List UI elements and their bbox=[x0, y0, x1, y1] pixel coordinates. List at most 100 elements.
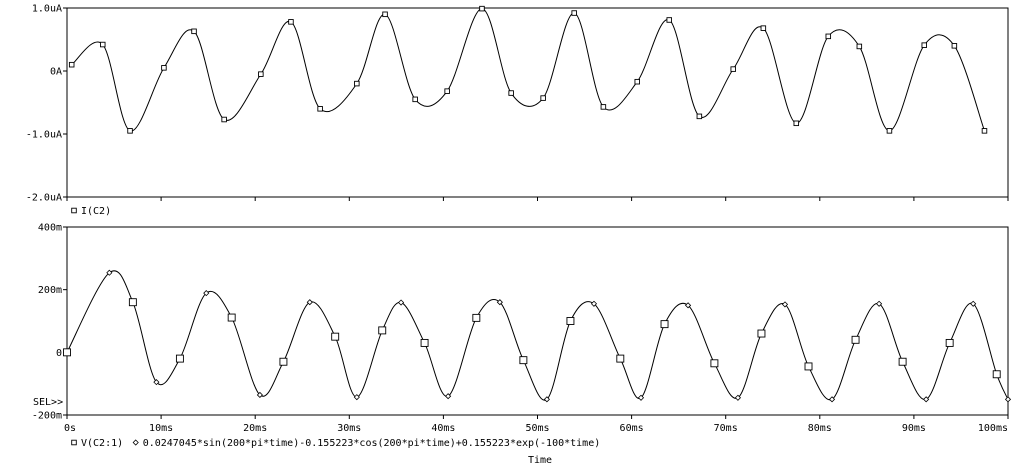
x-tick-label: 60ms bbox=[620, 423, 644, 434]
data-point bbox=[825, 33, 832, 40]
data-point bbox=[616, 354, 625, 363]
data-point bbox=[221, 116, 227, 123]
y-tick-label: 400m bbox=[38, 223, 62, 234]
data-point bbox=[637, 394, 645, 401]
data-point bbox=[279, 357, 288, 366]
top-marker-layer bbox=[68, 5, 988, 134]
data-point bbox=[331, 332, 340, 341]
data-point bbox=[519, 356, 528, 365]
data-point bbox=[981, 128, 988, 134]
y-tick-label: -200m bbox=[32, 411, 62, 422]
data-point bbox=[444, 88, 450, 94]
bottom-y-axis: 400m 200m 0 -200m bbox=[32, 223, 67, 422]
top-legend: I(C2) bbox=[71, 206, 111, 217]
x-tick-label: 20ms bbox=[243, 423, 267, 434]
data-point bbox=[382, 11, 388, 18]
data-point bbox=[227, 313, 236, 322]
data-point bbox=[191, 28, 197, 35]
data-point bbox=[730, 66, 736, 72]
data-point bbox=[203, 290, 210, 297]
legend-label: 0.0247045*sin(200*pi*time)-0.155223*cos(… bbox=[143, 438, 601, 449]
square-legend-marker bbox=[71, 439, 77, 446]
data-point bbox=[886, 128, 893, 134]
data-point bbox=[445, 393, 452, 400]
bottom-marker-layer bbox=[63, 269, 1012, 403]
data-point bbox=[571, 10, 577, 16]
data-point bbox=[921, 42, 928, 48]
data-point bbox=[306, 299, 313, 306]
data-point bbox=[508, 90, 514, 96]
bottom-legend: V(C2:1) 0.0247045*sin(200*pi*time)-0.1552… bbox=[71, 438, 601, 449]
data-point bbox=[757, 329, 766, 338]
data-point bbox=[479, 5, 485, 12]
data-point bbox=[161, 65, 167, 71]
data-point bbox=[634, 78, 640, 85]
data-point bbox=[543, 396, 550, 403]
data-point bbox=[898, 357, 907, 366]
data-point bbox=[256, 391, 263, 399]
top-y-axis: 1.0uA 0A -1.0uA -2.0uA bbox=[26, 4, 67, 204]
y-tick-label: 0A bbox=[50, 67, 62, 78]
data-point bbox=[684, 302, 692, 309]
data-point bbox=[1004, 396, 1012, 403]
data-point bbox=[317, 106, 323, 112]
data-point bbox=[781, 301, 789, 308]
x-tick-label: 30ms bbox=[337, 423, 361, 434]
data-point bbox=[100, 41, 106, 48]
data-point bbox=[288, 19, 294, 25]
x-tick-label: 100ms bbox=[978, 423, 1008, 434]
x-tick-label: 90ms bbox=[902, 423, 926, 434]
data-point bbox=[666, 17, 672, 23]
x-tick-label: 70ms bbox=[714, 423, 738, 434]
square-legend-marker bbox=[71, 207, 77, 214]
data-point bbox=[412, 96, 418, 103]
data-point bbox=[660, 320, 669, 329]
data-point bbox=[970, 300, 977, 307]
diamond-legend-marker bbox=[132, 439, 139, 446]
bottom-trace-layer bbox=[66, 270, 1009, 401]
data-point bbox=[354, 80, 360, 87]
data-point bbox=[923, 396, 930, 403]
data-point bbox=[851, 335, 860, 344]
y-tick-label: 200m bbox=[38, 285, 62, 296]
data-point bbox=[992, 370, 1001, 379]
data-point bbox=[710, 359, 719, 368]
data-point bbox=[128, 298, 137, 307]
data-point bbox=[696, 113, 703, 120]
data-point bbox=[106, 269, 113, 276]
bottom-plot-frame[interactable] bbox=[66, 226, 1009, 416]
data-point bbox=[876, 300, 883, 307]
data-point bbox=[828, 396, 836, 403]
data-point bbox=[600, 104, 607, 110]
selected-plot-indicator[interactable]: SEL>> bbox=[33, 397, 63, 408]
data-point bbox=[856, 43, 863, 50]
data-point bbox=[68, 61, 75, 68]
y-tick-label: 0 bbox=[56, 348, 62, 359]
data-point bbox=[472, 313, 481, 322]
data-point bbox=[566, 317, 575, 325]
data-point bbox=[153, 379, 160, 386]
y-tick-label: -1.0uA bbox=[26, 130, 62, 141]
data-point bbox=[945, 338, 954, 347]
x-axis: 0s 10ms 20ms 30ms 40ms 50ms 60ms 70ms 80ms 90ms 10… bbox=[64, 197, 1009, 434]
data-point bbox=[496, 299, 503, 306]
x-axis-label: Time bbox=[528, 455, 552, 466]
x-tick-label: 80ms bbox=[808, 423, 832, 434]
data-point bbox=[734, 394, 741, 401]
y-tick-label: 1.0uA bbox=[32, 4, 62, 15]
data-point bbox=[353, 394, 360, 401]
legend-label: I(C2) bbox=[81, 206, 111, 217]
data-point bbox=[397, 299, 405, 306]
data-point bbox=[63, 348, 71, 357]
data-point bbox=[540, 95, 546, 101]
data-point bbox=[175, 354, 184, 363]
data-point bbox=[127, 128, 133, 134]
top-trace-line bbox=[71, 8, 985, 132]
data-point bbox=[793, 120, 800, 127]
x-tick-label: 50ms bbox=[525, 423, 549, 434]
data-point bbox=[804, 362, 813, 371]
data-point bbox=[590, 300, 598, 307]
top-plot-frame[interactable] bbox=[66, 7, 1009, 198]
bottom-trace-line bbox=[66, 270, 1009, 401]
